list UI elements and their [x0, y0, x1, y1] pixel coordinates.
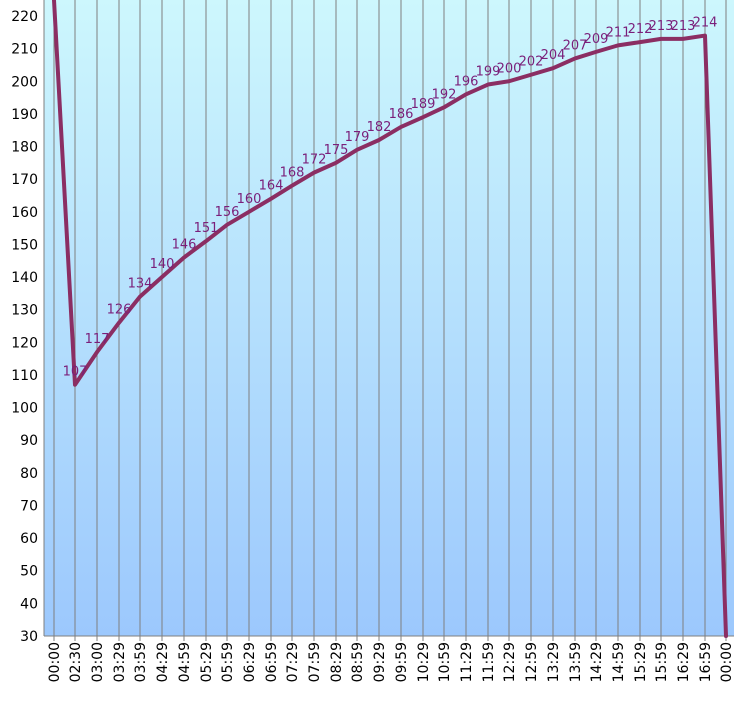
y-tick-label: 160	[11, 205, 38, 221]
y-tick-label: 70	[20, 498, 38, 514]
y-tick-label: 30	[20, 629, 38, 645]
data-label: 151	[194, 221, 219, 236]
x-tick-label: 00:00	[719, 642, 734, 682]
plot-background	[44, 0, 734, 636]
data-label: 126	[107, 303, 132, 318]
x-tick-label: 03:00	[90, 642, 106, 682]
y-tick-label: 100	[11, 401, 38, 417]
y-tick-label: 80	[20, 466, 38, 482]
y-tick-label: 170	[11, 172, 38, 188]
x-tick-label: 03:59	[133, 642, 149, 682]
y-tick-label: 150	[11, 237, 38, 253]
data-label: 192	[432, 87, 457, 102]
data-label: 211	[606, 25, 631, 40]
y-tick-label: 40	[20, 596, 38, 612]
x-tick-label: 12:59	[524, 642, 540, 682]
data-label: 204	[541, 48, 566, 63]
y-tick-label: 220	[11, 9, 38, 25]
data-label: 186	[389, 107, 414, 122]
data-label: 164	[259, 179, 284, 194]
y-tick-label: 140	[11, 270, 38, 286]
x-tick-label: 05:59	[220, 642, 236, 682]
data-label: 207	[563, 38, 588, 53]
y-tick-label: 90	[20, 433, 38, 449]
data-label: 200	[497, 61, 522, 76]
data-label: 156	[215, 205, 240, 220]
x-tick-label: 05:29	[199, 642, 215, 682]
y-tick-label: 180	[11, 140, 38, 156]
x-tick-label: 11:29	[459, 642, 475, 682]
grid-lines	[43, 0, 734, 637]
y-tick-label: 210	[11, 42, 38, 58]
x-tick-label: 15:59	[654, 642, 670, 682]
data-label: 146	[172, 237, 197, 252]
x-tick-label: 03:29	[112, 642, 128, 682]
x-tick-label: 06:59	[264, 642, 280, 682]
x-tick-label: 14:29	[589, 642, 605, 682]
x-tick-label: 10:29	[416, 642, 432, 682]
data-label: 189	[411, 97, 436, 112]
y-tick-label: 110	[11, 368, 38, 384]
series-line	[52, 0, 728, 638]
x-tick-label: 07:29	[285, 642, 301, 682]
data-label: 209	[584, 32, 609, 47]
data-label: 172	[302, 153, 327, 168]
y-tick-label: 200	[11, 74, 38, 90]
x-tick-label: 06:29	[242, 642, 258, 682]
x-tick-label: 14:59	[611, 642, 627, 682]
x-tick-label: 08:59	[350, 642, 366, 682]
x-tick-label: 11:59	[481, 642, 497, 682]
x-tick-label: 08:29	[329, 642, 345, 682]
x-tick-label: 16:59	[698, 642, 714, 682]
data-label: 160	[237, 192, 262, 207]
x-tick-label: 04:29	[155, 642, 171, 682]
data-label: 168	[280, 166, 305, 181]
x-tick-label: 15:29	[633, 642, 649, 682]
data-label: 213	[649, 19, 674, 34]
y-tick-label: 50	[20, 564, 38, 580]
data-label: 175	[324, 143, 349, 158]
x-tick-label: 09:29	[372, 642, 388, 682]
data-label: 212	[628, 22, 653, 37]
data-label: 134	[128, 277, 153, 292]
x-tick-label: 04:59	[177, 642, 193, 682]
data-label: 179	[345, 130, 370, 145]
data-label: 117	[85, 332, 110, 347]
data-label: 196	[454, 74, 479, 89]
x-tick-label: 00:00	[47, 642, 63, 682]
x-tick-label: 02:30	[68, 642, 84, 682]
y-tick-label: 130	[11, 303, 38, 319]
data-label: 199	[476, 65, 501, 80]
x-axis: 00:00 02:30 03:00 03:29 03:59 04:29 04:59 05:29…	[47, 636, 734, 682]
y-tick-label: 120	[11, 335, 38, 351]
x-tick-label: 07:59	[307, 642, 323, 682]
data-label: 107	[63, 365, 88, 380]
x-tick-label: 13:29	[546, 642, 562, 682]
y-tick-label: 60	[20, 531, 38, 547]
x-tick-label: 09:59	[394, 642, 410, 682]
data-label: 213	[671, 19, 696, 34]
y-axis: 30 40 50 60 70 80 90 100 110 120 130 140 150 160 170 18…	[11, 9, 38, 645]
y-tick-label: 190	[11, 107, 38, 123]
data-label: 140	[150, 257, 175, 272]
data-label: 182	[367, 120, 392, 135]
x-tick-label: 13:59	[568, 642, 584, 682]
data-label: 202	[519, 55, 544, 70]
x-tick-label: 10:59	[437, 642, 453, 682]
data-label: 214	[693, 16, 718, 31]
x-tick-label: 12:29	[502, 642, 518, 682]
data-labels: 1071171261341401461511561601641681721751…	[63, 16, 718, 380]
x-tick-label: 16:29	[676, 642, 692, 682]
